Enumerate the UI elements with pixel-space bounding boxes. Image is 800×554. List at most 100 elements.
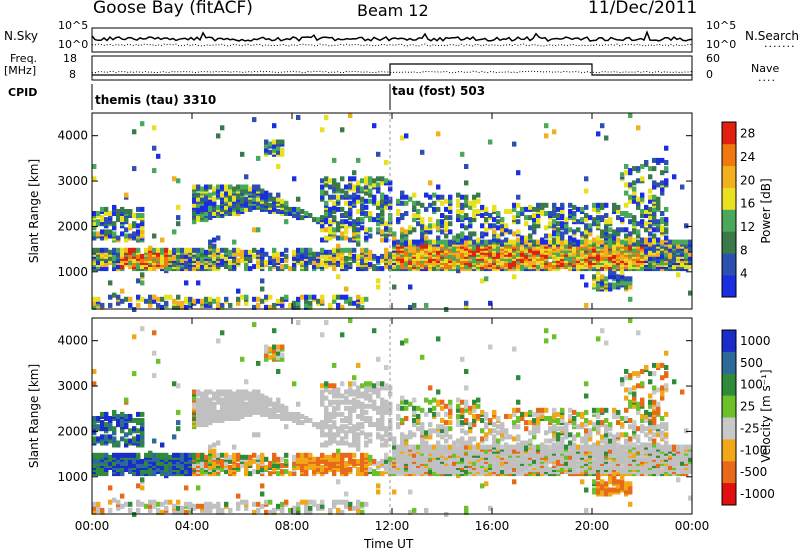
power-cell [240,196,245,202]
velocity-cell [236,501,241,507]
velocity-cell [300,458,305,464]
power-cell [652,180,657,186]
power-cell [448,253,453,259]
power-cell [452,260,457,265]
velocity-cell [136,507,141,513]
velocity-cell [244,467,249,472]
power-cell [336,251,341,257]
power-cell [380,209,385,214]
power-cell [636,178,641,184]
power-cell [224,204,229,210]
power-cell [120,231,125,237]
velocity-cell [248,460,253,466]
velocity-cell [352,436,357,442]
velocity-cell [188,452,193,458]
power-cell [420,149,425,155]
power-cell [204,217,209,223]
power-cell [256,196,261,202]
power-cell [608,286,613,292]
velocity-cell [264,456,269,462]
velocity-cell [324,405,329,411]
velocity-cell [468,409,473,415]
velocity-cell [136,411,141,417]
velocity-cell [228,389,233,395]
velocity-cell [372,387,377,393]
power-cell [632,237,637,243]
power-cell [568,255,573,261]
velocity-cell [360,409,365,415]
velocity-cell [168,471,173,477]
velocity-cell [376,387,381,393]
power-cell [348,296,353,302]
power-cell [588,231,593,237]
power-cell [176,215,181,221]
velocity-cell [236,456,241,462]
power-cell [356,262,361,267]
velocity-cell [100,420,105,426]
power-cell [660,180,665,186]
power-cell [272,147,277,153]
velocity-cell [276,401,281,407]
power-cell [192,298,197,304]
power-cell [148,294,153,300]
power-cell [400,227,405,233]
power-cell [256,296,261,302]
velocity-cell [400,418,405,423]
power-cell [300,294,305,300]
velocity-cell [184,465,189,470]
velocity-cell [460,407,465,413]
power-cell [332,178,337,184]
power-cell [512,206,517,212]
power-cell [104,206,109,212]
power-cell [212,190,217,196]
velocity-cell [280,501,285,507]
velocity-cell [376,489,381,495]
power-cell [484,231,489,237]
velocity-cell [340,424,345,430]
velocity-cell [268,407,273,413]
power-cell [624,164,629,169]
power-cell [240,151,245,157]
power-cell [264,304,269,310]
velocity-cell [284,409,289,415]
power-cell [636,125,641,131]
power-cell [96,219,101,225]
power-cell [92,296,97,302]
power-cell [376,176,381,182]
power-cell [624,202,629,208]
power-cell [340,304,345,310]
power-cell [404,229,409,235]
velocity-cell [264,344,269,350]
velocity-cell [272,401,277,407]
velocity-cell [256,454,261,460]
power-cell [688,251,693,257]
power-cell [204,249,209,255]
velocity-cell [476,403,481,409]
velocity-cell [100,434,105,440]
power-cell [572,204,577,210]
velocity-cell [368,467,373,472]
power-cell [596,270,601,276]
power-cell [680,239,685,245]
power-cell [212,211,217,216]
velocity-cell [132,426,137,432]
power-cell [216,296,221,302]
velocity-cell [232,452,237,458]
power-cell [112,204,117,210]
power-cell [364,176,369,182]
velocity-cell [180,509,185,515]
velocity-cell [252,322,257,328]
velocity-cell [248,454,253,460]
power-cell [388,251,393,257]
velocity-cell [268,471,273,477]
power-cell [400,237,405,243]
power-cell [160,247,165,253]
velocity-cell [172,452,177,458]
velocity-cell [192,401,197,407]
velocity-cell [340,381,345,387]
velocity-cell [512,407,517,413]
power-cell [448,239,453,245]
power-cell [184,260,189,265]
power-cell [640,164,645,169]
power-cell [336,247,341,253]
